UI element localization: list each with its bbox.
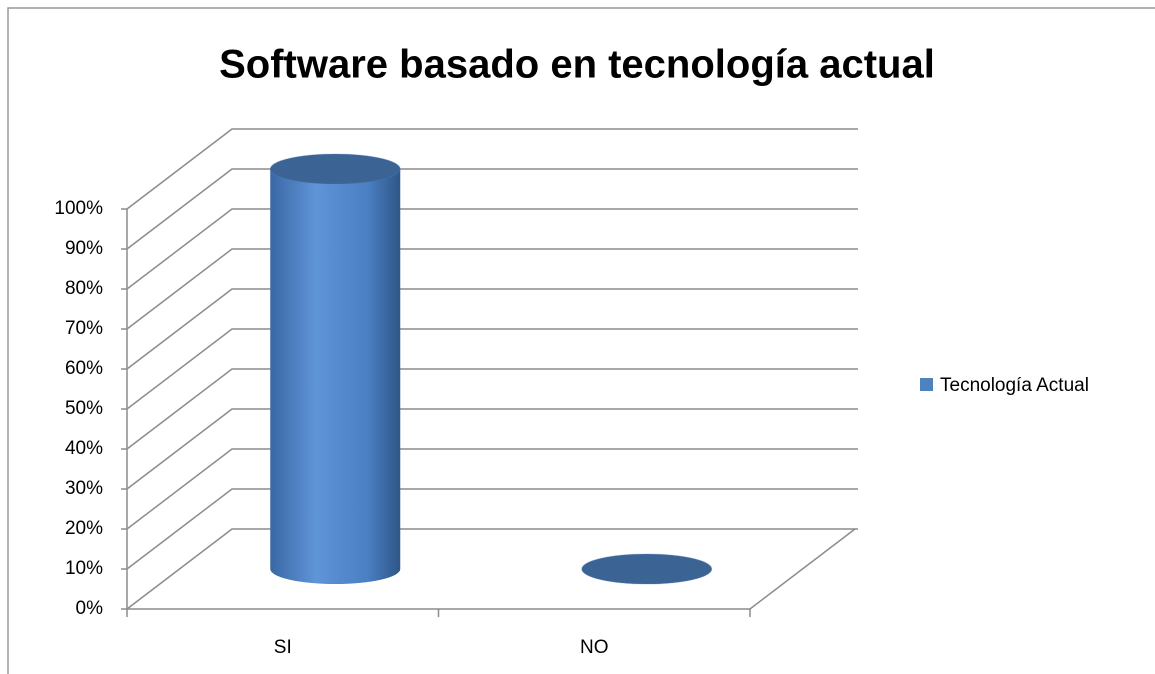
bar-body — [270, 169, 401, 584]
frame — [7, 7, 1155, 674]
y-tick-label: 100% — [54, 198, 103, 219]
y-tick-label: 40% — [65, 438, 103, 459]
chart-title: Software basado en tecnología actual — [219, 43, 935, 87]
grid-line — [126, 488, 858, 570]
y-tick-label: 60% — [65, 358, 103, 379]
grid-line — [126, 408, 858, 490]
bar-top — [269, 153, 401, 185]
y-tick-label: 0% — [76, 598, 104, 619]
grid-line — [126, 528, 858, 610]
grid-line — [126, 288, 858, 370]
y-tick-label: 90% — [65, 238, 103, 259]
legend-swatch — [920, 378, 933, 391]
legend-label: Tecnología Actual — [940, 375, 1089, 396]
floor — [127, 528, 856, 610]
x-tick-label: SI — [274, 637, 292, 658]
bar — [581, 553, 713, 585]
y-tick-label: 20% — [65, 518, 103, 539]
bar — [269, 153, 401, 584]
y-tick-label: 70% — [65, 318, 103, 339]
grid-line — [126, 448, 858, 530]
grid-line — [126, 168, 858, 250]
grid-line — [126, 328, 858, 410]
y-tick-label: 30% — [65, 478, 103, 499]
grid-line — [126, 368, 858, 450]
y-tick-label: 10% — [65, 558, 103, 579]
grid-line — [126, 128, 858, 210]
grid-line — [126, 248, 858, 330]
x-tick-label: NO — [580, 637, 609, 658]
y-tick-label: 50% — [65, 398, 103, 419]
bar-top — [581, 553, 713, 585]
grid-line — [126, 208, 858, 290]
y-tick-label: 80% — [65, 278, 103, 299]
